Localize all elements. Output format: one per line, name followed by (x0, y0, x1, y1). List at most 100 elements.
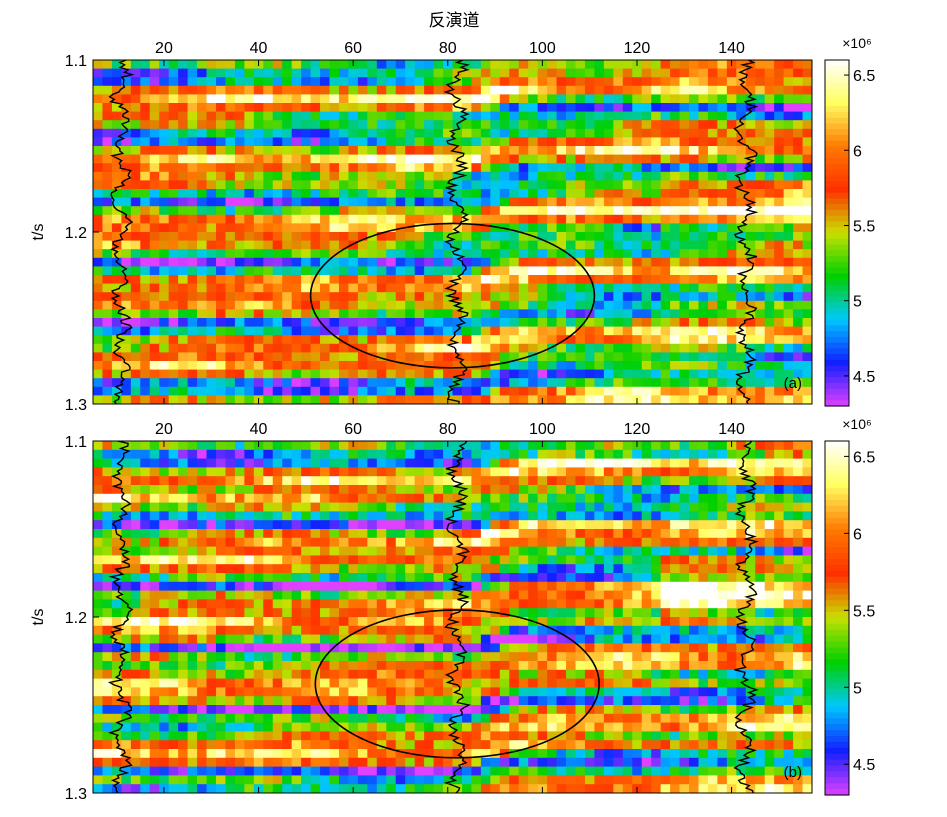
heatmap-cell (272, 369, 283, 379)
heatmap-cell (745, 573, 756, 583)
heatmap-cell (433, 128, 444, 138)
heatmap-cell (717, 283, 728, 293)
heatmap-cell (575, 197, 586, 207)
heatmap-cell (414, 171, 425, 181)
heatmap-cell (395, 292, 406, 302)
heatmap-cell (140, 214, 151, 224)
heatmap-cell (405, 232, 416, 242)
heatmap-cell (726, 361, 737, 371)
heatmap-cell (197, 441, 208, 451)
heatmap-cell (566, 643, 577, 653)
heatmap-cell (793, 643, 804, 653)
heatmap-cell (774, 599, 785, 609)
heatmap-cell (102, 318, 113, 328)
heatmap-cell (405, 318, 416, 328)
colorbar-frame (824, 59, 850, 407)
heatmap-cell (187, 309, 198, 319)
heatmap-cell (329, 546, 340, 556)
heatmap-cell (263, 467, 274, 477)
heatmap-cell (707, 77, 718, 87)
heatmap-cell (641, 493, 652, 504)
heatmap-cell (272, 266, 283, 276)
heatmap-cell (660, 493, 671, 504)
heatmap-cell (802, 361, 812, 371)
heatmap-cell (793, 214, 804, 224)
heatmap-cell (547, 60, 558, 70)
heatmap-cell (225, 564, 236, 574)
heatmap-cell (102, 257, 113, 267)
heatmap-cell (490, 378, 501, 388)
heatmap-cell (130, 146, 141, 156)
heatmap-cell (670, 493, 681, 504)
heatmap-cell (518, 111, 529, 121)
heatmap-cell (263, 189, 274, 199)
heatmap-cell (679, 485, 690, 495)
heatmap-cell (291, 608, 302, 618)
heatmap-cell (707, 111, 718, 121)
heatmap-cell (651, 343, 662, 353)
heatmap-cell (159, 318, 170, 328)
heatmap-cell (121, 634, 132, 644)
heatmap-cell (755, 232, 766, 242)
heatmap-cell (357, 249, 368, 259)
heatmap-cell (168, 520, 179, 530)
heatmap-cell (584, 369, 596, 379)
heatmap-cell (93, 493, 104, 504)
heatmap-cell (566, 240, 577, 250)
heatmap-cell (424, 458, 435, 468)
colorbar-segment (825, 215, 849, 223)
heatmap-cell (717, 449, 728, 460)
heatmap-cell (414, 378, 425, 388)
heatmap-cell (215, 257, 227, 267)
heatmap-cell (575, 449, 586, 460)
heatmap-cell (414, 573, 425, 583)
heatmap-cell (376, 502, 387, 512)
heatmap-cell (745, 343, 756, 353)
heatmap-cell (206, 60, 217, 70)
heatmap-cell (490, 180, 501, 190)
heatmap-cell (348, 555, 359, 565)
heatmap-cell (376, 214, 387, 224)
heatmap-cell (102, 564, 113, 574)
heatmap-cell (745, 326, 756, 336)
heatmap-cell (537, 352, 548, 362)
heatmap-cell (566, 581, 577, 592)
heatmap-cell (651, 386, 662, 396)
heatmap-cell (386, 249, 397, 259)
heatmap-cell (707, 318, 718, 328)
heatmap-cell (443, 369, 454, 379)
heatmap-cell (405, 617, 416, 627)
heatmap-cell (320, 189, 331, 199)
heatmap-cell (726, 309, 737, 319)
heatmap-cell (622, 599, 633, 609)
heatmap-cell (102, 386, 113, 396)
heatmap-cell (480, 537, 491, 548)
heatmap-cell (499, 60, 510, 70)
heatmap-cell (111, 103, 122, 113)
heatmap-cell (783, 292, 794, 302)
heatmap-cell (443, 485, 454, 495)
heatmap-cell (320, 378, 331, 388)
heatmap-cell (348, 369, 359, 379)
heatmap-cell (584, 171, 596, 181)
heatmap-cell (338, 60, 350, 70)
heatmap-cell (414, 599, 425, 609)
heatmap-cell (594, 441, 605, 451)
heatmap-cell (414, 326, 425, 336)
heatmap-cell (726, 617, 737, 627)
heatmap-cell (584, 502, 596, 512)
heatmap-cell (215, 240, 227, 250)
heatmap-cell (575, 564, 586, 574)
heatmap-cell (244, 395, 255, 404)
heatmap-cell (793, 309, 804, 319)
heatmap-cell (367, 257, 378, 267)
heatmap-cell (424, 573, 435, 583)
heatmap-cell (414, 520, 425, 530)
heatmap-cell (320, 369, 331, 379)
heatmap-cell (736, 335, 747, 345)
heatmap-cell (745, 189, 756, 199)
heatmap-cell (234, 137, 245, 147)
heatmap-cell (622, 111, 633, 121)
heatmap-cell (433, 85, 444, 95)
heatmap-cell (528, 529, 539, 539)
